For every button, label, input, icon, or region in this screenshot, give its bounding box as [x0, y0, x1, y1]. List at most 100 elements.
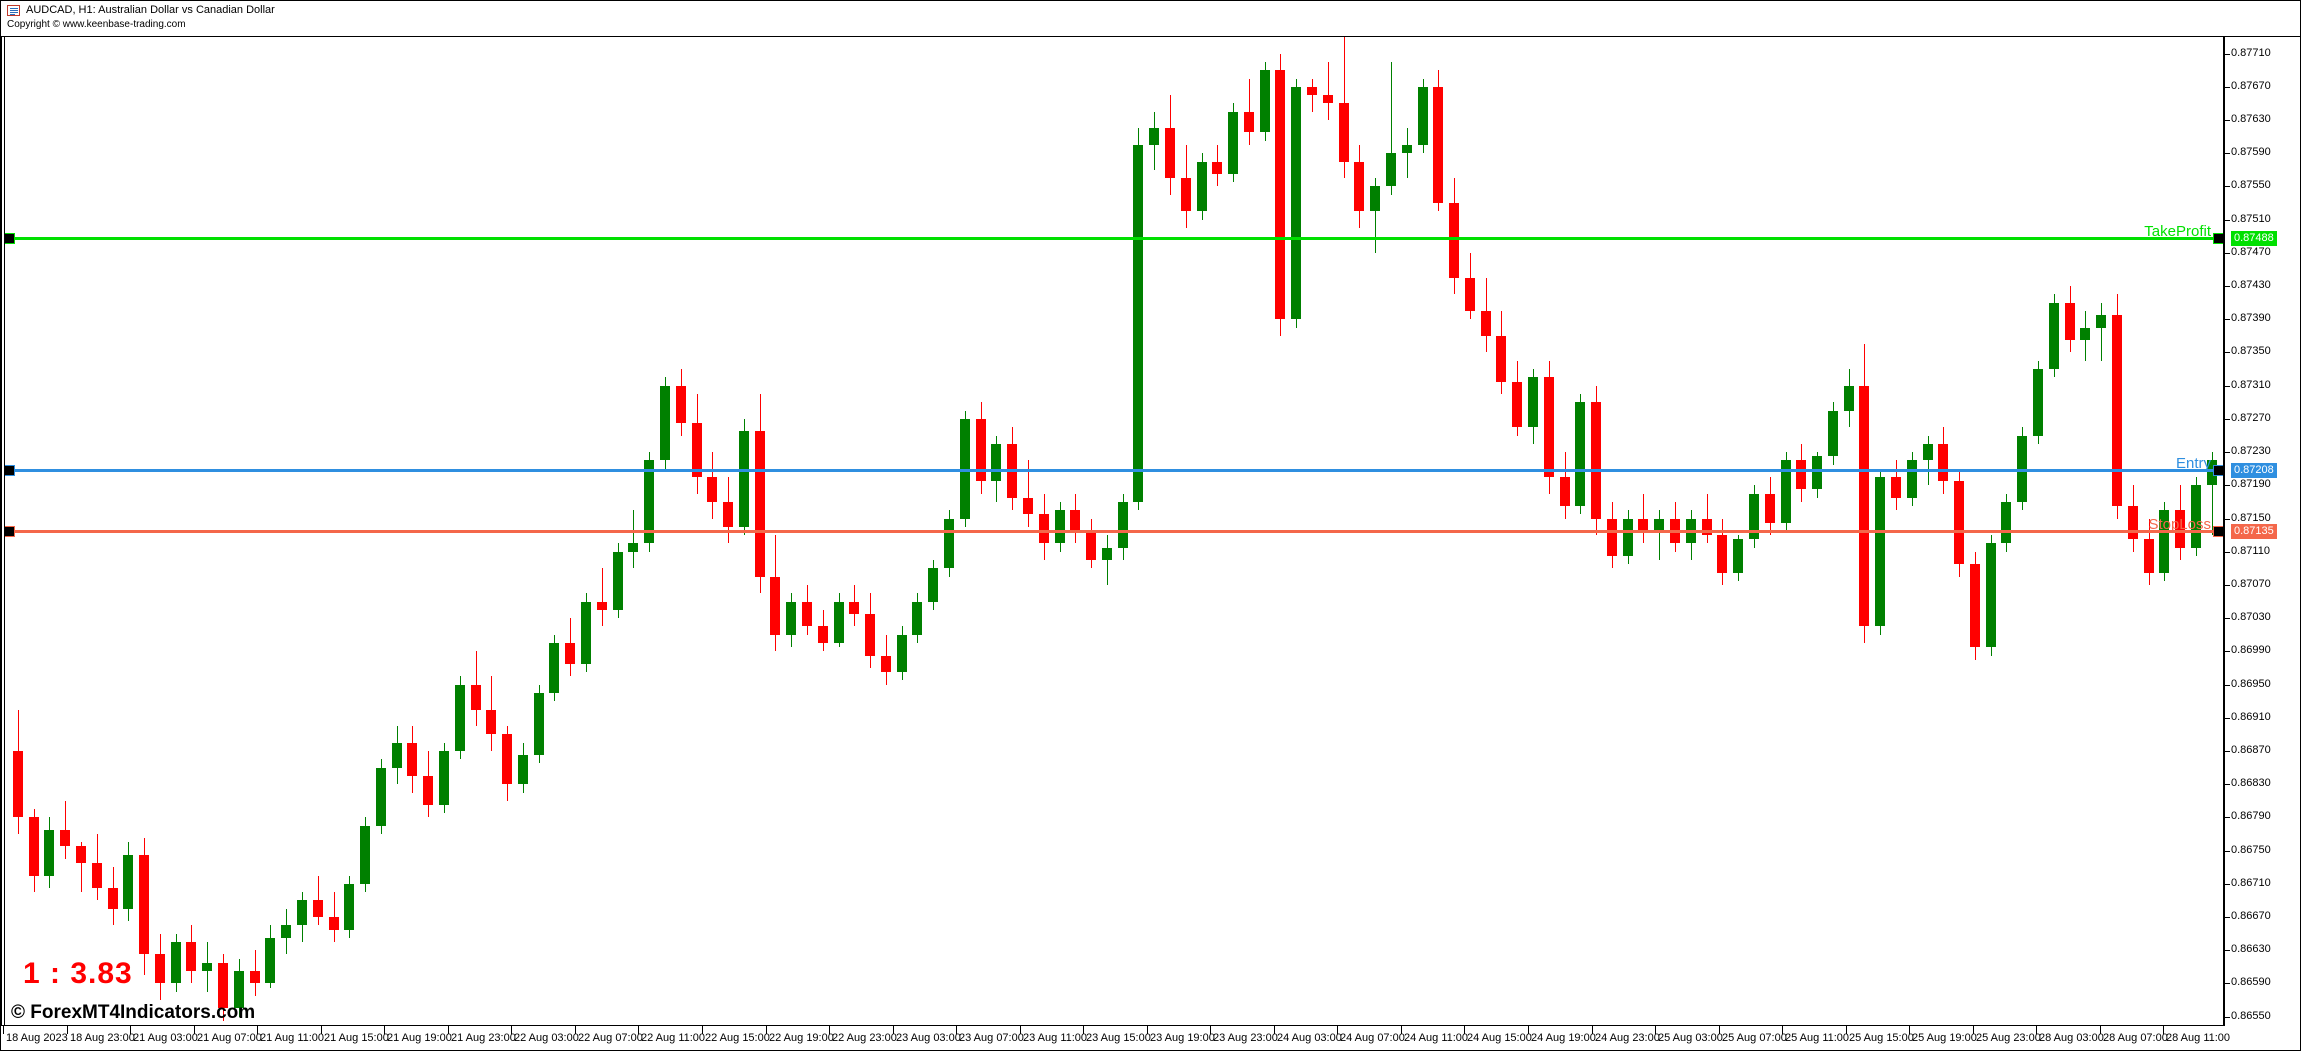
symbol-title: AUDCAD, H1: Australian Dollar vs Canadia… — [26, 4, 275, 16]
price-tick — [2225, 319, 2230, 320]
time-tick — [702, 1026, 703, 1034]
candle-body — [60, 829, 70, 847]
candle-wick — [1391, 61, 1392, 195]
time-tick-label: 23 Aug 07:00 — [959, 1032, 1024, 1044]
price-tag-entry[interactable]: 0.87208 — [2231, 463, 2277, 478]
price-tag-takeprofit[interactable]: 0.87488 — [2231, 231, 2277, 246]
candle-body — [1465, 277, 1475, 311]
candle-body — [139, 854, 149, 955]
candle-body — [2017, 435, 2027, 502]
candle-body — [2191, 485, 2201, 548]
candle-body — [407, 742, 417, 776]
candle-body — [1354, 161, 1364, 212]
time-tick-label: 21 Aug 11:00 — [260, 1032, 325, 1044]
price-tick-label: 0.87510 — [2231, 213, 2271, 225]
candle-body — [865, 614, 875, 656]
time-tick — [1337, 1026, 1338, 1034]
candle-body — [1638, 518, 1648, 531]
level-label-entry: Entry — [2175, 455, 2211, 473]
time-tick — [1274, 1026, 1275, 1034]
time-axis[interactable]: 18 Aug 2023 18 Aug 23:00 21 Aug 03:00 21 Au… — [1, 1026, 2300, 1050]
candle-body — [92, 863, 102, 888]
price-tick-label: 0.87310 — [2231, 379, 2271, 391]
time-tick-label: 25 Aug 15:00 — [1849, 1032, 1914, 1044]
candle-body — [897, 634, 907, 673]
time-tick — [67, 1026, 68, 1034]
level-handle-left-entry[interactable] — [4, 465, 15, 477]
candle-wick — [1407, 128, 1408, 179]
candle-body — [202, 962, 212, 972]
time-tick — [1782, 1026, 1783, 1034]
level-line-takeprofit[interactable] — [4, 236, 2223, 240]
candle-body — [770, 576, 780, 635]
candle-body — [1702, 518, 1712, 536]
time-tick — [1147, 1026, 1148, 1034]
candle-body — [1544, 377, 1554, 478]
time-tick — [766, 1026, 767, 1034]
candle-body — [250, 971, 260, 984]
candle-body — [849, 601, 859, 615]
price-tick — [2225, 817, 2230, 818]
candle-body — [108, 888, 118, 909]
candle-body — [234, 971, 244, 1009]
price-tag-stoploss[interactable]: 0.87135 — [2231, 524, 2277, 539]
time-tick — [194, 1026, 195, 1034]
candle-body — [1449, 203, 1459, 278]
time-tick-label: 25 Aug 19:00 — [1912, 1032, 1977, 1044]
candle-body — [1496, 335, 1506, 382]
candle-body — [1781, 460, 1791, 523]
time-tick-label: 21 Aug 19:00 — [387, 1032, 452, 1044]
time-tick-label: 22 Aug 11:00 — [641, 1032, 706, 1044]
time-tick — [384, 1026, 385, 1034]
candle-wick — [1249, 78, 1250, 145]
candle-wick — [602, 568, 603, 627]
candle-body — [2144, 539, 2154, 573]
candle-body — [1212, 161, 1222, 174]
price-tick-label: 0.86750 — [2231, 844, 2271, 856]
time-tick — [638, 1026, 639, 1034]
candle-body — [29, 817, 39, 876]
candle-body — [171, 941, 181, 984]
time-tick-label: 18 Aug 23:00 — [70, 1032, 135, 1044]
time-tick — [1401, 1026, 1402, 1034]
time-tick-label: 21 Aug 15:00 — [324, 1032, 389, 1044]
candle-body — [2112, 315, 2122, 507]
candle-wick — [1375, 178, 1376, 253]
candle-wick — [2212, 452, 2213, 536]
candle-body — [1923, 443, 1933, 461]
candle-body — [1023, 497, 1033, 515]
price-tick — [2225, 751, 2230, 752]
candle-body — [1765, 493, 1775, 523]
candle-body — [1386, 153, 1396, 187]
candle-body — [2001, 501, 2011, 544]
candle-body — [2128, 506, 2138, 540]
price-tick-label: 0.87030 — [2231, 611, 2271, 623]
time-tick — [1210, 1026, 1211, 1034]
time-tick-label: 23 Aug 03:00 — [896, 1032, 961, 1044]
candle-body — [265, 937, 275, 984]
candlestick-plot[interactable] — [4, 37, 2223, 1025]
price-tick — [2225, 1017, 2230, 1018]
price-tick-label: 0.87710 — [2231, 47, 2271, 59]
level-line-entry[interactable] — [4, 469, 2223, 473]
candle-body — [534, 692, 544, 756]
level-handle-left-stoploss[interactable] — [4, 526, 15, 537]
level-label-stoploss: StopLoss — [2148, 516, 2211, 533]
price-tick — [2225, 153, 2230, 154]
price-tick-label: 0.86990 — [2231, 644, 2271, 656]
candle-wick — [1659, 510, 1660, 561]
time-tick — [1655, 1026, 1656, 1034]
candle-body — [597, 601, 607, 610]
level-handle-left-takeprofit[interactable] — [4, 232, 15, 244]
price-tick-label: 0.87630 — [2231, 113, 2271, 125]
candle-body — [1418, 86, 1428, 145]
time-tick — [2100, 1026, 2101, 1034]
candle-wick — [1328, 61, 1329, 121]
candle-body — [1102, 547, 1112, 561]
candle-body — [944, 518, 954, 569]
candle-body — [218, 962, 228, 1009]
candle-body — [1859, 385, 1869, 627]
level-line-stoploss[interactable] — [4, 530, 2223, 533]
price-axis[interactable]: 0.87710 0.87670 0.87630 0.87590 0.87550 0.875… — [2225, 37, 2300, 1025]
candle-body — [1623, 518, 1633, 556]
